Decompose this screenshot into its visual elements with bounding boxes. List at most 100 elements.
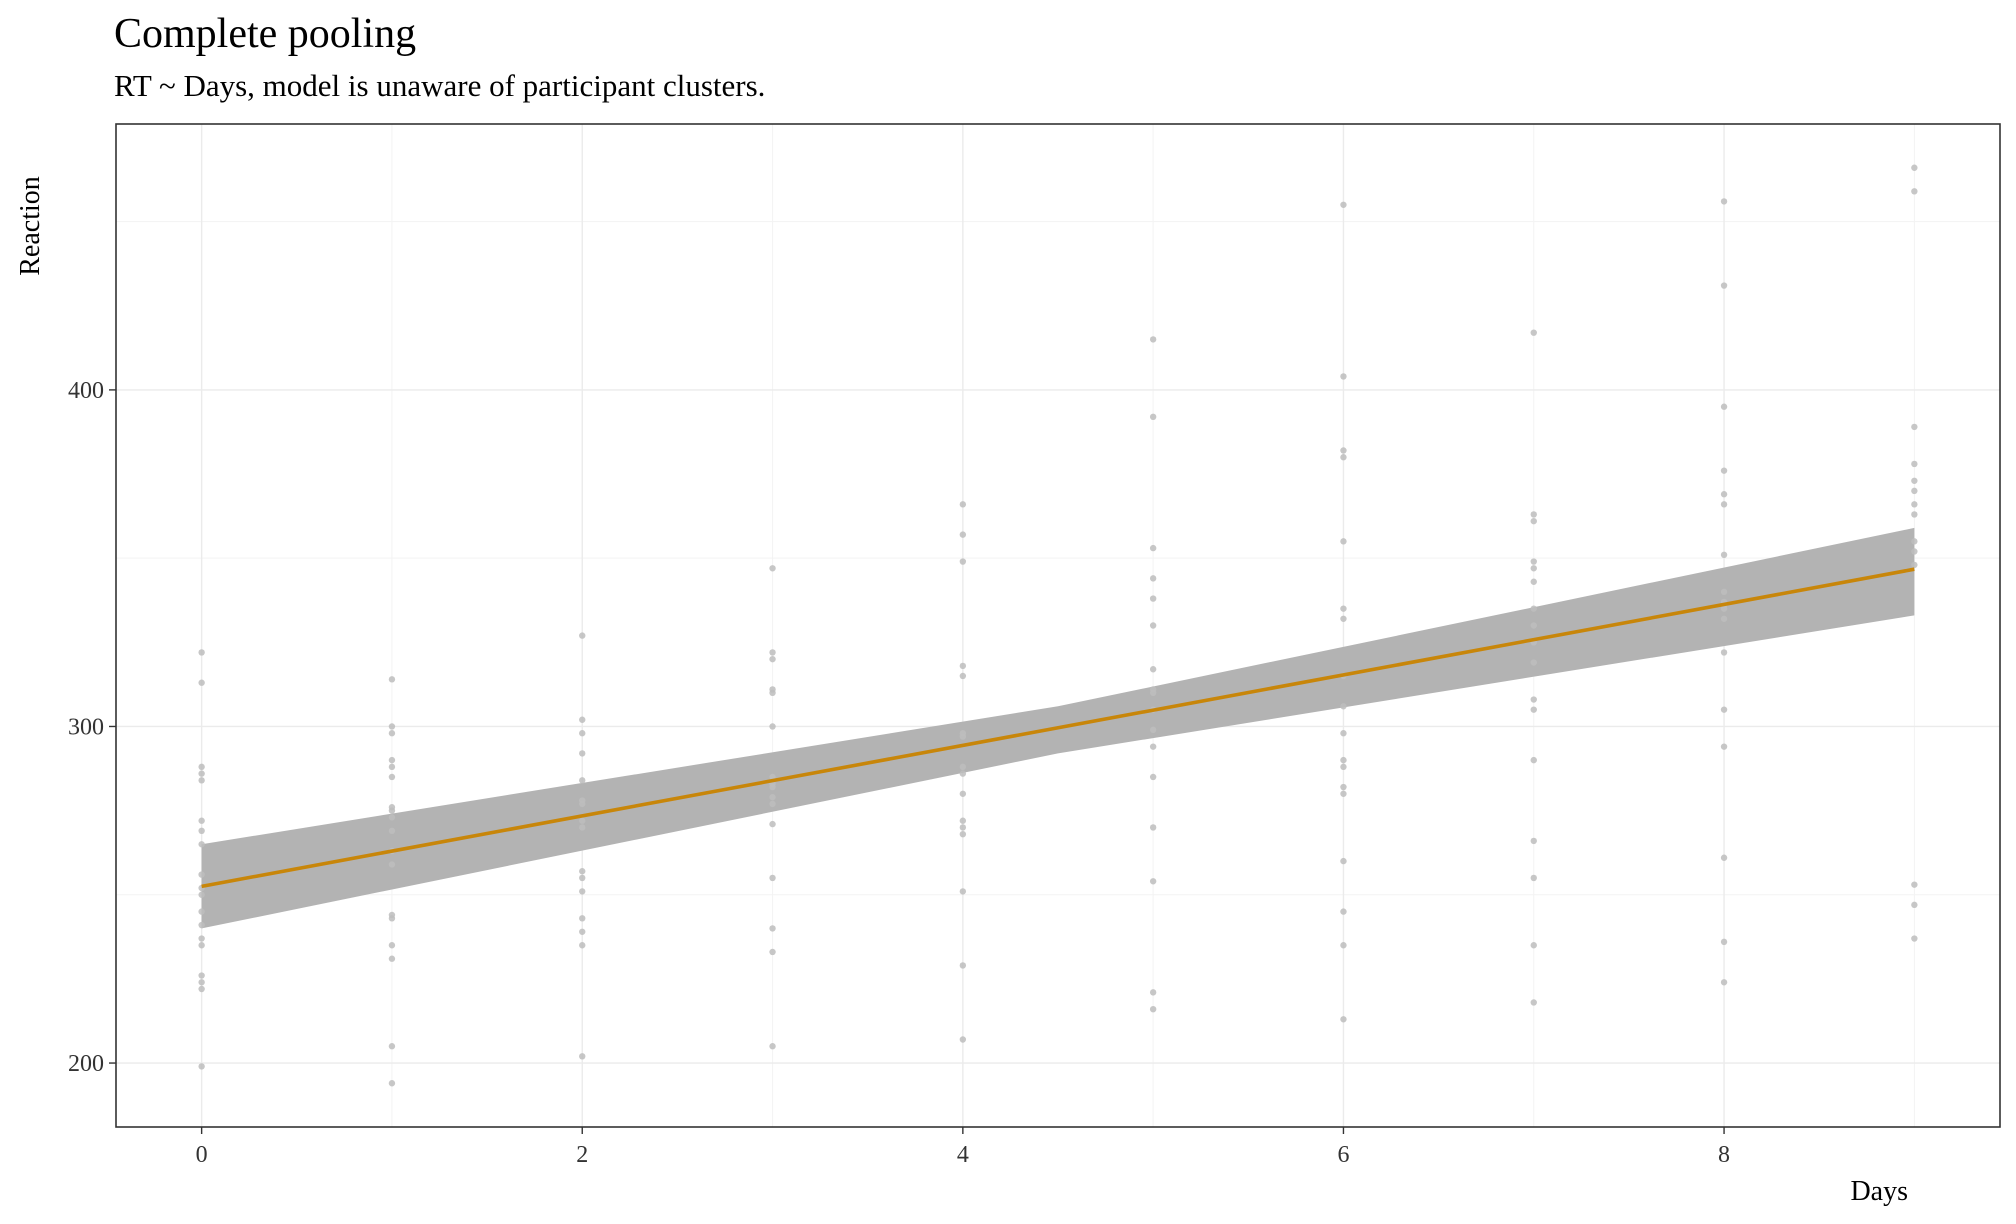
data-point: [1911, 501, 1918, 508]
data-point: [579, 942, 586, 949]
data-point: [579, 797, 586, 804]
data-point: [1911, 561, 1918, 569]
x-tick-label: 2: [576, 1142, 588, 1168]
data-point: [1340, 756, 1347, 764]
data-point: [579, 632, 586, 639]
data-point: [579, 915, 586, 922]
data-point: [1340, 763, 1347, 771]
data-point: [1149, 666, 1157, 673]
data-point: [388, 814, 396, 821]
data-point: [1530, 942, 1537, 949]
data-point: [769, 655, 776, 663]
y-tick-label: 300: [68, 714, 104, 740]
data-point: [388, 942, 396, 949]
data-point: [1911, 423, 1918, 431]
data-point: [388, 804, 396, 811]
data-point: [1340, 908, 1347, 915]
x-tick-label: 8: [1718, 1142, 1730, 1168]
x-tick-label: 6: [1337, 1142, 1349, 1168]
data-point: [1911, 487, 1918, 495]
axes: 0 2 4 6 8 200 300 400: [68, 378, 1730, 1168]
data-point: [1720, 615, 1728, 622]
data-point: [1720, 467, 1728, 474]
data-point: [769, 925, 776, 932]
data-point: [1530, 578, 1537, 585]
data-point: [198, 777, 205, 784]
data-point: [1149, 743, 1157, 750]
data-point: [1530, 511, 1537, 518]
data-point: [1340, 538, 1347, 545]
data-point: [388, 1080, 396, 1087]
data-point: [198, 841, 205, 848]
data-point: [198, 935, 205, 942]
y-tick-label: 400: [68, 378, 104, 404]
data-point: [388, 911, 396, 919]
data-point: [198, 979, 205, 986]
data-point: [1530, 565, 1537, 572]
data-point: [1149, 989, 1157, 996]
data-point: [388, 955, 396, 962]
data-point: [1149, 824, 1157, 831]
data-point: [959, 531, 967, 538]
data-point: [198, 763, 205, 771]
data-point: [1530, 659, 1537, 666]
data-point: [198, 985, 205, 993]
data-point: [959, 672, 967, 680]
data-point: [1149, 595, 1157, 602]
data-point: [579, 888, 586, 895]
data-point: [959, 888, 967, 895]
data-point: [1911, 548, 1918, 555]
data-point: [579, 1053, 586, 1060]
data-point: [579, 824, 586, 831]
chart-subtitle: RT ~ Days, model is unaware of participa…: [114, 68, 766, 103]
data-point: [1340, 1016, 1347, 1023]
fit-line-layer: [201, 567, 1915, 889]
data-point: [1149, 622, 1157, 629]
data-point: [1911, 164, 1918, 171]
data-point: [769, 800, 776, 808]
data-point: [198, 921, 205, 929]
data-point: [579, 750, 586, 757]
data-point: [1340, 790, 1347, 797]
data-point: [1149, 413, 1157, 421]
data-point: [1530, 558, 1537, 565]
data-point: [1720, 282, 1728, 289]
data-point: [388, 763, 396, 771]
data-point: [1720, 706, 1728, 713]
data-point: [198, 679, 205, 686]
data-point: [1530, 517, 1537, 525]
fit-line: [201, 567, 1915, 889]
data-point: [1720, 649, 1728, 656]
data-point: [959, 770, 967, 777]
data-point: [198, 649, 205, 656]
x-tick-label: 4: [957, 1142, 969, 1168]
data-point: [579, 716, 586, 723]
data-point: [959, 763, 967, 771]
data-point: [959, 830, 967, 838]
grid-lines: [116, 124, 2000, 1127]
data-point: [1340, 857, 1347, 865]
data-point: [1911, 477, 1918, 484]
data-point: [959, 962, 967, 969]
data-point: [198, 908, 205, 915]
data-point: [388, 723, 396, 730]
data-point: [1530, 706, 1537, 713]
data-point: [579, 868, 586, 875]
data-point: [1340, 447, 1347, 454]
data-point: [388, 827, 396, 835]
data-point: [579, 777, 586, 784]
data-point: [1149, 686, 1157, 693]
data-point: [1340, 605, 1347, 612]
data-point: [1149, 1005, 1157, 1013]
data-point: [1340, 373, 1347, 380]
data-point: [1720, 854, 1728, 861]
data-point: [769, 686, 776, 693]
data-point: [1149, 878, 1157, 885]
data-point: [1340, 783, 1347, 791]
data-point: [1530, 329, 1537, 336]
data-point: [579, 874, 586, 882]
data-point: [1720, 938, 1728, 946]
data-point: [769, 793, 776, 801]
data-point: [1530, 605, 1537, 612]
data-point: [1149, 575, 1157, 582]
